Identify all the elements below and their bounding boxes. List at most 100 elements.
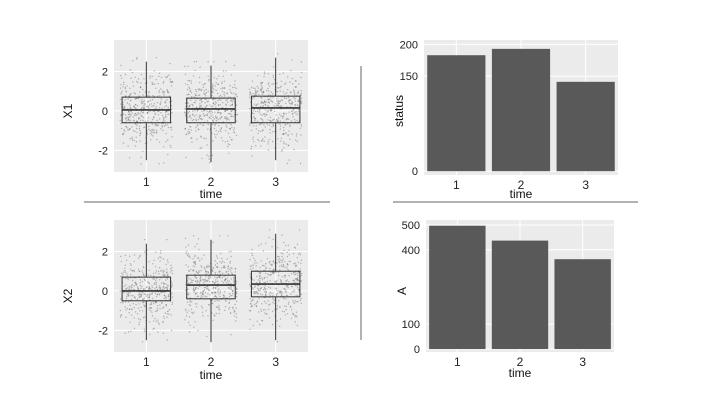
jitter-point: [268, 229, 271, 231]
jitter-point: [298, 229, 301, 231]
jitter-point: [235, 109, 237, 112]
jitter-point: [198, 260, 201, 262]
jitter-point: [249, 94, 251, 96]
jitter-point: [191, 281, 193, 284]
jitter-point: [201, 311, 204, 313]
jitter-point: [208, 275, 210, 277]
jitter-point: [209, 289, 211, 291]
jitter-point: [201, 118, 203, 121]
jitter-point: [287, 76, 289, 78]
jitter-point: [156, 131, 158, 133]
jitter-point: [163, 291, 165, 293]
jitter-point: [204, 106, 207, 109]
jitter-point: [157, 319, 159, 321]
jitter-point: [197, 119, 200, 121]
jitter-point: [164, 295, 166, 297]
jitter-point: [137, 78, 140, 80]
jitter-point: [195, 118, 197, 120]
x-tick-label: 3: [579, 355, 586, 369]
jitter-point: [296, 272, 298, 275]
jitter-point: [164, 120, 166, 122]
jitter-point: [137, 268, 140, 271]
jitter-point: [219, 292, 222, 294]
jitter-point: [120, 302, 122, 304]
jitter-point: [153, 131, 156, 134]
jitter-point: [169, 144, 171, 147]
jitter-point: [204, 291, 207, 294]
jitter-point: [272, 83, 275, 85]
jitter-point: [168, 313, 170, 315]
jitter-point: [197, 272, 199, 274]
jitter-point: [191, 280, 193, 282]
jitter-point: [250, 265, 253, 267]
jitter-point: [148, 293, 150, 295]
jitter-point: [203, 92, 205, 94]
jitter-point: [200, 291, 202, 293]
jitter-point: [150, 293, 152, 295]
jitter-point: [206, 280, 209, 282]
jitter-point: [135, 104, 137, 106]
jitter-point: [162, 332, 165, 334]
jitter-point: [257, 87, 260, 89]
jitter-point: [131, 287, 133, 289]
jitter-point: [139, 279, 142, 281]
jitter-point: [200, 305, 203, 307]
jitter-point: [160, 98, 162, 100]
jitter-point: [264, 312, 266, 314]
box-group-time-2: [184, 61, 238, 164]
jitter-point: [292, 110, 294, 112]
y-tick-label: -2: [98, 145, 108, 157]
jitter-point: [149, 310, 152, 312]
jitter-point: [266, 123, 269, 126]
jitter-point: [248, 96, 251, 99]
jitter-point: [231, 100, 233, 103]
jitter-point: [166, 274, 168, 276]
jitter-point: [152, 135, 154, 137]
jitter-point: [149, 129, 151, 132]
jitter-point: [137, 318, 140, 320]
jitter-point: [284, 314, 286, 316]
jitter-point: [266, 89, 268, 92]
jitter-point: [204, 83, 206, 85]
jitter-point: [127, 287, 129, 289]
jitter-point: [214, 133, 216, 136]
jitter-point: [290, 103, 293, 105]
jitter-point: [272, 76, 274, 79]
jitter-point: [256, 110, 259, 113]
jitter-point: [228, 152, 230, 155]
jitter-point: [290, 317, 293, 319]
jitter-point: [125, 91, 127, 93]
jitter-point: [293, 271, 295, 273]
jitter-point: [218, 131, 220, 133]
jitter-point: [186, 133, 188, 135]
jitter-point: [281, 261, 283, 264]
jitter-point: [151, 311, 153, 313]
jitter-point: [259, 280, 261, 282]
jitter-point: [291, 291, 293, 293]
jitter-point: [284, 261, 286, 263]
jitter-point: [265, 292, 267, 294]
jitter-point: [198, 106, 201, 109]
jitter-point: [212, 116, 214, 119]
jitter-point: [286, 255, 289, 258]
jitter-point: [215, 266, 218, 268]
jitter-point: [300, 97, 302, 100]
jitter-point: [214, 281, 216, 284]
jitter-point: [151, 134, 153, 136]
jitter-point: [129, 287, 131, 289]
jitter-point: [164, 296, 167, 298]
jitter-point: [155, 272, 157, 274]
jitter-point: [127, 301, 130, 303]
jitter-point: [287, 244, 289, 247]
jitter-point: [217, 290, 219, 292]
jitter-point: [231, 273, 234, 275]
jitter-point: [138, 125, 141, 128]
jitter-point: [253, 113, 255, 115]
jitter-point: [202, 113, 205, 115]
jitter-point: [253, 116, 255, 118]
jitter-point: [251, 155, 253, 157]
jitter-point: [185, 246, 187, 248]
jitter-point: [171, 266, 173, 269]
jitter-point: [199, 103, 201, 105]
jitter-point: [288, 260, 290, 263]
